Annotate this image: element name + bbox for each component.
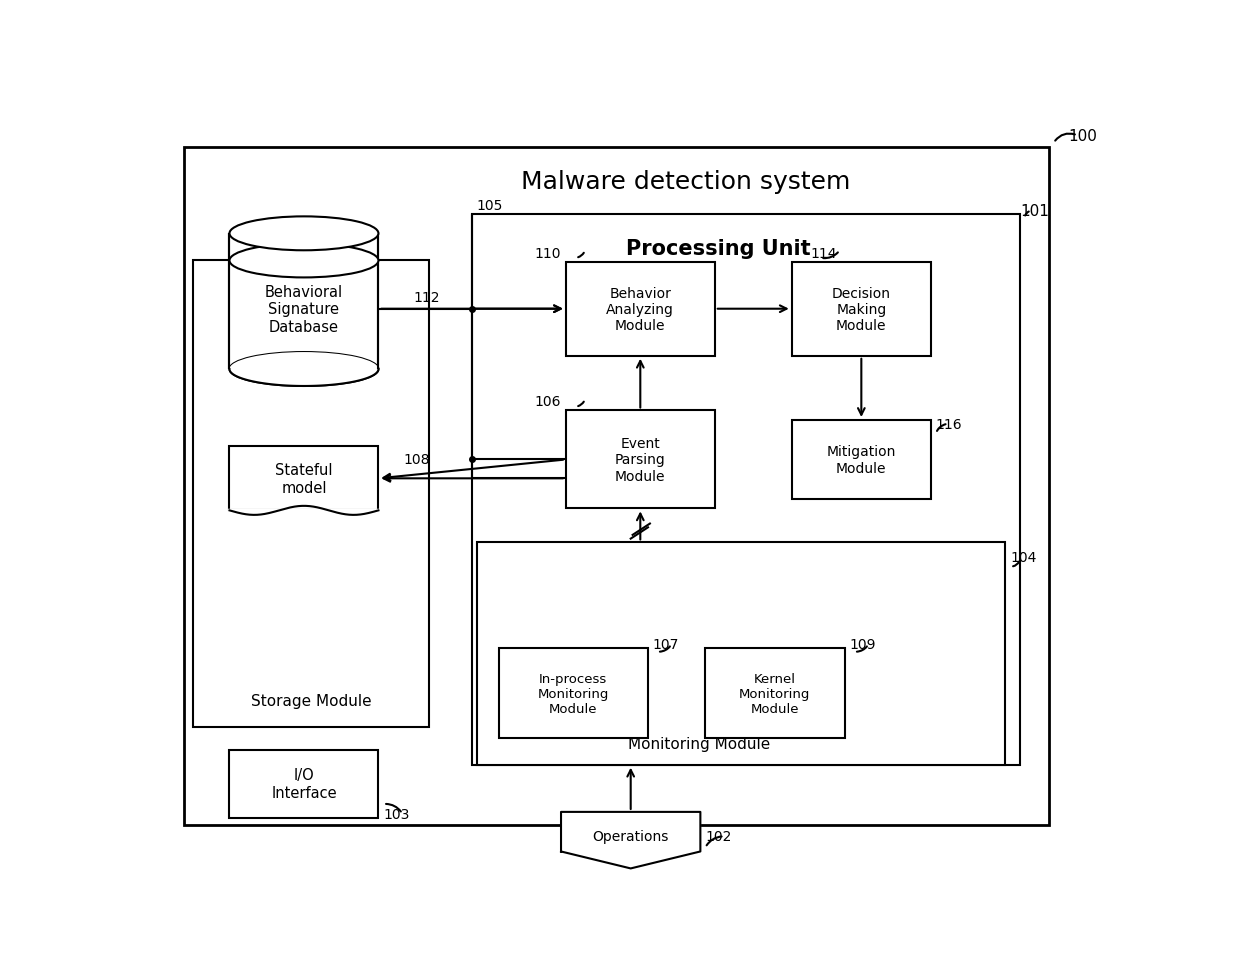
Text: Behavior
Analyzing
Module: Behavior Analyzing Module [606, 287, 675, 333]
Text: 116: 116 [936, 418, 962, 431]
Text: Event
Parsing
Module: Event Parsing Module [615, 437, 666, 483]
Text: Malware detection system: Malware detection system [521, 169, 851, 194]
Text: 110: 110 [534, 246, 560, 260]
FancyBboxPatch shape [706, 648, 844, 738]
Text: Mitigation
Module: Mitigation Module [827, 445, 897, 475]
Text: 103: 103 [383, 807, 409, 821]
Text: 106: 106 [534, 395, 560, 409]
Text: Stateful
model: Stateful model [275, 463, 332, 495]
Text: 102: 102 [706, 829, 732, 844]
Text: 105: 105 [477, 200, 503, 213]
Text: Behavioral
Signature
Database: Behavioral Signature Database [265, 285, 343, 334]
FancyBboxPatch shape [184, 148, 1049, 825]
Text: 108: 108 [404, 453, 430, 467]
FancyBboxPatch shape [791, 262, 931, 356]
Text: Kernel
Monitoring
Module: Kernel Monitoring Module [739, 672, 811, 715]
FancyBboxPatch shape [229, 750, 378, 818]
Text: 107: 107 [652, 638, 678, 651]
FancyBboxPatch shape [229, 234, 378, 370]
FancyBboxPatch shape [791, 421, 931, 500]
Text: 101: 101 [1019, 204, 1049, 219]
FancyBboxPatch shape [193, 260, 429, 728]
Text: 104: 104 [1011, 551, 1037, 565]
Text: Processing Unit: Processing Unit [626, 240, 811, 259]
Text: 114: 114 [811, 246, 837, 260]
FancyBboxPatch shape [229, 447, 378, 511]
Text: In-process
Monitoring
Module: In-process Monitoring Module [537, 672, 609, 715]
FancyBboxPatch shape [565, 411, 714, 509]
FancyBboxPatch shape [472, 215, 1019, 765]
Ellipse shape [229, 353, 378, 386]
Text: Decision
Making
Module: Decision Making Module [832, 287, 890, 333]
Text: Storage Module: Storage Module [250, 693, 372, 708]
Text: Operations: Operations [593, 828, 668, 843]
Text: Monitoring Module: Monitoring Module [627, 736, 770, 751]
Polygon shape [560, 812, 701, 868]
FancyBboxPatch shape [477, 543, 1006, 765]
Text: 109: 109 [849, 638, 875, 651]
Ellipse shape [229, 244, 378, 278]
FancyBboxPatch shape [498, 648, 647, 738]
Text: 100: 100 [1068, 129, 1097, 144]
Text: 112: 112 [413, 291, 440, 305]
Ellipse shape [229, 353, 378, 386]
Ellipse shape [229, 217, 378, 251]
FancyBboxPatch shape [565, 262, 714, 356]
Text: I/O
Interface: I/O Interface [272, 768, 337, 800]
